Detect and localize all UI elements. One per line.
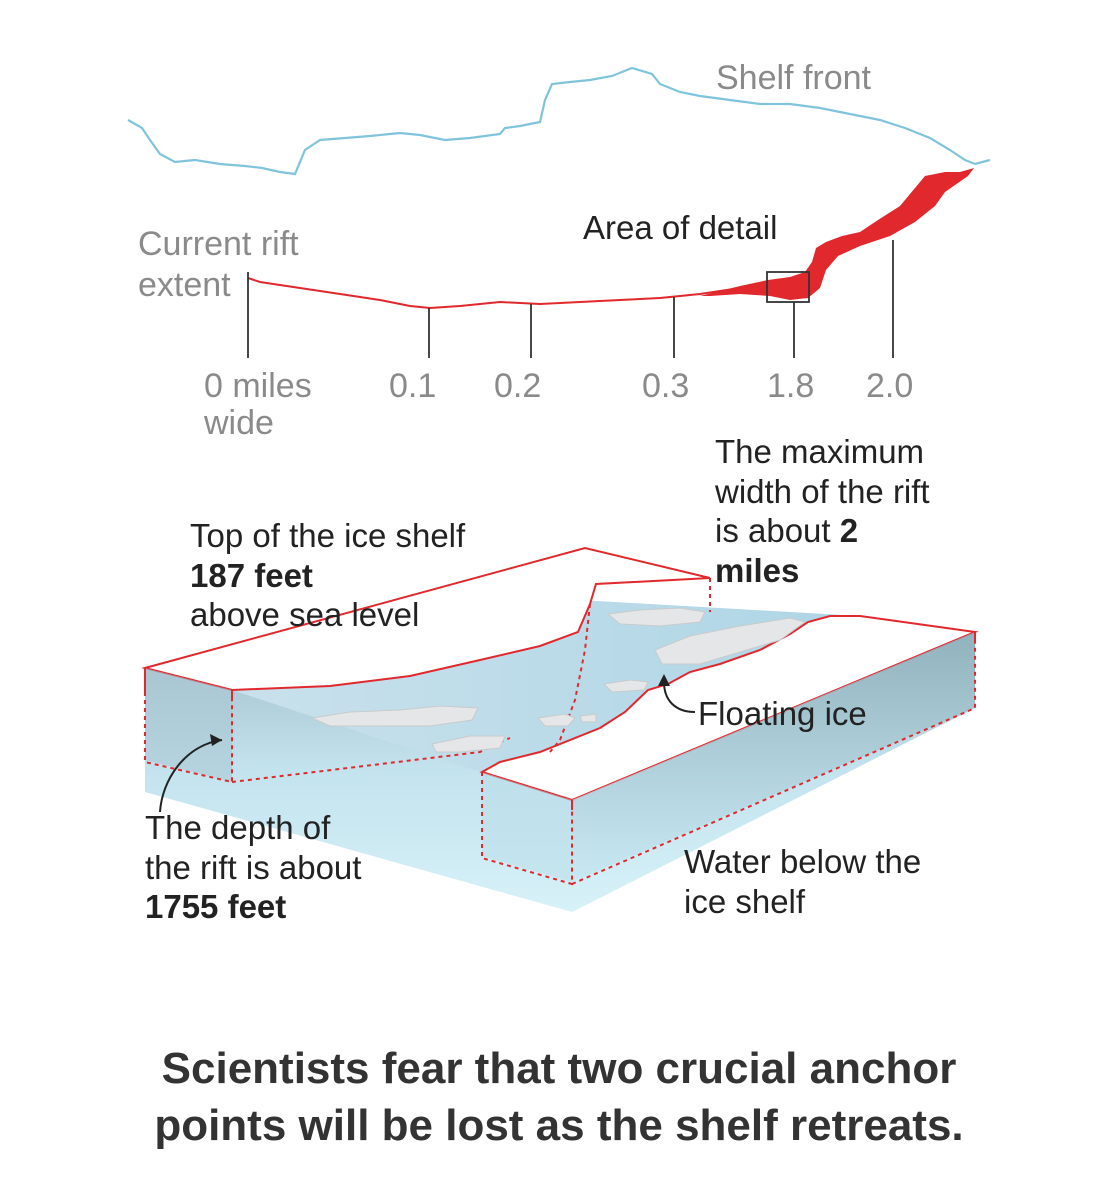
max-width-line3: is about	[715, 512, 831, 550]
block-outlines	[144, 632, 976, 810]
ice-top-line1: Top of the ice shelf	[190, 517, 466, 554]
depth-line2: the rift is about	[145, 848, 362, 886]
depth-arrow	[159, 739, 223, 813]
tick-2: 0.2	[494, 367, 542, 405]
tick-3: 0.3	[642, 367, 690, 405]
right-ice-top	[479, 615, 979, 802]
tick-0-value: 0 miles	[204, 367, 312, 405]
depth-value: 1755 feet	[145, 888, 287, 926]
water-line1: Water below the	[684, 843, 922, 880]
max-width-line2: width of the rift	[715, 472, 930, 510]
right-ice-side	[572, 632, 975, 882]
tick-1: 0.1	[389, 367, 437, 405]
depth-arrow-head	[210, 734, 222, 746]
caption: Scientists fear that two crucial anchor …	[0, 1040, 1118, 1154]
tick-0: 0 miles wide	[204, 367, 312, 443]
floating-arrow-head	[658, 674, 670, 686]
max-width-label: The maximum width of the rift is about 2…	[715, 432, 930, 590]
tick-4: 1.8	[767, 367, 815, 405]
ice-top-label: Top of the ice shelf 187 feet above sea …	[190, 516, 465, 635]
depth-label: The depth of the rift is about 1755 feet	[145, 808, 361, 927]
max-width-line3-wrap: is about 2	[715, 511, 930, 551]
area-of-detail-box	[766, 271, 810, 303]
caption-line2: points will be lost as the shelf retreat…	[154, 1101, 964, 1151]
max-width-line1: The maximum	[715, 433, 925, 470]
shelf-front-label: Shelf front	[716, 59, 871, 97]
caption-line1: Scientists fear that two crucial anchor	[161, 1044, 957, 1093]
floating-arrow	[663, 681, 696, 713]
floating-ice-floes	[310, 607, 807, 753]
tick-0-sub: wide	[204, 404, 274, 443]
depth-line1: The depth of	[145, 809, 331, 846]
current-rift-label-line2: extent	[138, 265, 231, 304]
tick-5: 2.0	[866, 367, 914, 405]
water-line2: ice shelf	[684, 882, 806, 920]
rift-line	[247, 277, 771, 310]
shelf-front-line	[127, 66, 991, 176]
left-ice-top	[141, 546, 711, 692]
current-rift-label-line1: Current rift	[138, 225, 299, 263]
floating-ice-label: Floating ice	[698, 695, 867, 732]
max-width-number: 2	[839, 512, 859, 550]
max-width-unit: miles	[715, 551, 800, 589]
dashed-underwater-outlines	[144, 578, 976, 886]
right-ice-front	[482, 772, 572, 882]
ice-top-line3: above sea level	[190, 596, 420, 634]
current-rift-label: Current rift extent	[138, 224, 299, 306]
area-of-detail-label: Area of detail	[583, 209, 778, 246]
width-tick-lines	[247, 240, 894, 358]
water-label: Water below the ice shelf	[684, 842, 921, 921]
rift-wide-section	[700, 168, 974, 300]
ice-top-height: 187 feet	[190, 556, 313, 594]
left-ice-front	[145, 668, 232, 782]
